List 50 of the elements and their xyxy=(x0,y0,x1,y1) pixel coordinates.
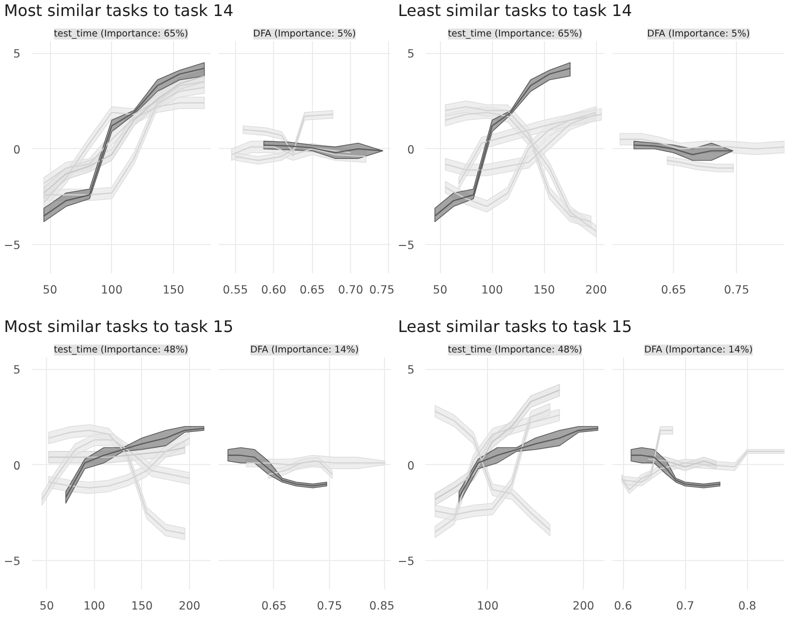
chart-subtitle: DFA (Importance: 14%) xyxy=(644,344,753,356)
x-tick-label: 50 xyxy=(432,282,448,296)
y-tick-label: 0 xyxy=(407,458,415,472)
x-tick-label: 150 xyxy=(131,598,153,612)
y-tick-label: 5 xyxy=(407,46,415,61)
x-tick-label: 0.65 xyxy=(261,598,287,612)
x-tick-label: 150 xyxy=(162,282,184,296)
x-tick-label: 0.70 xyxy=(338,282,364,296)
y-tick-label: −5 xyxy=(4,554,21,568)
y-tick-label: −5 xyxy=(398,554,415,568)
chart-title: Least similar tasks to task 14 xyxy=(398,0,632,22)
chart-subtitle: test_time (Importance: 48%) xyxy=(54,344,188,356)
y-tick-label: 0 xyxy=(407,142,415,156)
x-tick-label: 150 xyxy=(533,282,555,296)
y-tick-label: 5 xyxy=(13,362,21,377)
x-tick-label: 100 xyxy=(84,598,106,612)
x-tick-label: 50 xyxy=(40,598,54,612)
x-tick-label: 0.75 xyxy=(369,282,395,296)
x-tick-label: 0.55 xyxy=(222,282,248,296)
x-tick-label: 100 xyxy=(476,598,499,612)
x-tick-label: 0.65 xyxy=(661,282,686,296)
chart-subtitle: test_time (Importance: 65%) xyxy=(54,28,188,40)
chart-subtitle: test_time (Importance: 65%) xyxy=(448,28,582,40)
x-tick-label: 0.60 xyxy=(261,282,286,296)
chart-subtitle: DFA (Importance: 5%) xyxy=(253,28,356,40)
y-tick-label: 5 xyxy=(13,46,21,61)
chart-subtitle: DFA (Importance: 5%) xyxy=(647,28,750,40)
x-tick-label: 100 xyxy=(481,282,503,296)
y-tick-label: 5 xyxy=(407,362,415,377)
x-tick-label: 0.8 xyxy=(738,598,756,612)
x-tick-label: 0.75 xyxy=(724,282,750,296)
x-tick-label: 0.7 xyxy=(676,598,694,612)
x-tick-label: 0.75 xyxy=(316,598,342,612)
x-tick-label: 200 xyxy=(585,282,607,296)
chart-title: Most similar tasks to task 14 xyxy=(4,0,234,22)
x-tick-label: 100 xyxy=(100,282,123,296)
x-tick-label: 50 xyxy=(42,282,58,296)
chart-title: Least similar tasks to task 15 xyxy=(398,316,632,338)
y-tick-label: 0 xyxy=(13,458,21,472)
x-tick-label: 0.6 xyxy=(614,598,632,612)
x-tick-label: 200 xyxy=(572,598,594,612)
chart-subtitle: DFA (Importance: 14%) xyxy=(250,344,359,356)
x-tick-label: 0.65 xyxy=(300,282,325,296)
y-tick-label: −5 xyxy=(4,238,21,252)
x-tick-label: 0.85 xyxy=(369,598,395,612)
y-tick-label: 0 xyxy=(13,142,21,156)
chart-title: Most similar tasks to task 15 xyxy=(4,316,234,338)
y-tick-label: −5 xyxy=(398,238,415,252)
chart-subtitle: test_time (Importance: 48%) xyxy=(448,344,582,356)
x-tick-label: 200 xyxy=(178,598,200,612)
